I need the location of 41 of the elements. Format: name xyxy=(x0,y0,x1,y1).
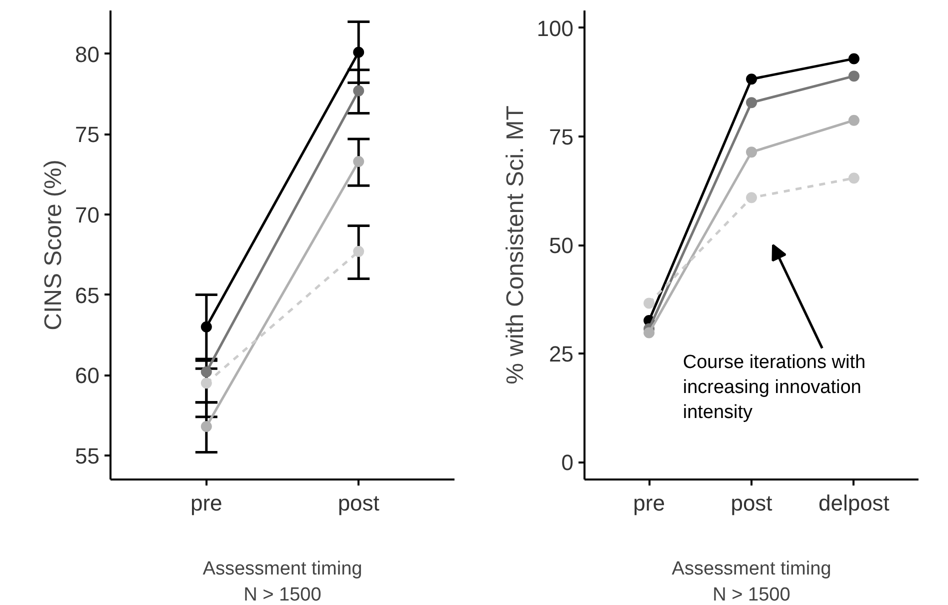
x-axis-title: Assessment timing xyxy=(202,558,362,580)
y-tick-label: 65 xyxy=(75,282,100,308)
point xyxy=(200,366,212,378)
x-tick-label: post xyxy=(338,490,380,516)
point xyxy=(200,378,212,389)
point xyxy=(353,85,364,96)
y-tick-label: 100 xyxy=(536,16,574,41)
point xyxy=(848,114,860,126)
y-tick-label: 0 xyxy=(561,450,574,476)
text: N > 1500 xyxy=(712,584,790,605)
x-tick-label: pre xyxy=(633,490,665,516)
y-tick-label: 60 xyxy=(75,363,100,388)
x-tick-label: pre xyxy=(190,490,222,516)
point xyxy=(848,53,860,64)
point xyxy=(746,74,757,85)
y-tick-label: 50 xyxy=(549,233,574,258)
point xyxy=(848,172,860,184)
y-tick-label: 55 xyxy=(75,443,100,468)
y-axis-title: % with Consistent Sci. MT xyxy=(502,105,529,384)
text: N > 1500 xyxy=(244,584,322,605)
y-tick-label: 70 xyxy=(75,202,100,228)
point xyxy=(644,327,655,338)
x-tick-label: delpost xyxy=(818,490,890,516)
point xyxy=(353,156,364,167)
point xyxy=(746,192,757,204)
point xyxy=(746,146,757,158)
y-tick-label: 75 xyxy=(549,124,574,150)
point xyxy=(353,246,364,257)
y-axis-title: CINS Score (%) xyxy=(40,160,68,330)
y-tick-label: 80 xyxy=(75,42,100,67)
x-tick-label: post xyxy=(730,490,772,516)
point xyxy=(200,421,212,432)
y-tick-label: 75 xyxy=(75,122,100,148)
point xyxy=(353,46,364,58)
y-tick-label: 25 xyxy=(549,342,574,367)
point xyxy=(644,298,655,309)
point xyxy=(200,321,212,332)
point xyxy=(848,70,860,82)
annotation: Course iterations with increasing innovation intensity xyxy=(682,352,866,424)
point xyxy=(746,97,757,108)
x-axis-title: Assessment timing xyxy=(672,558,832,580)
